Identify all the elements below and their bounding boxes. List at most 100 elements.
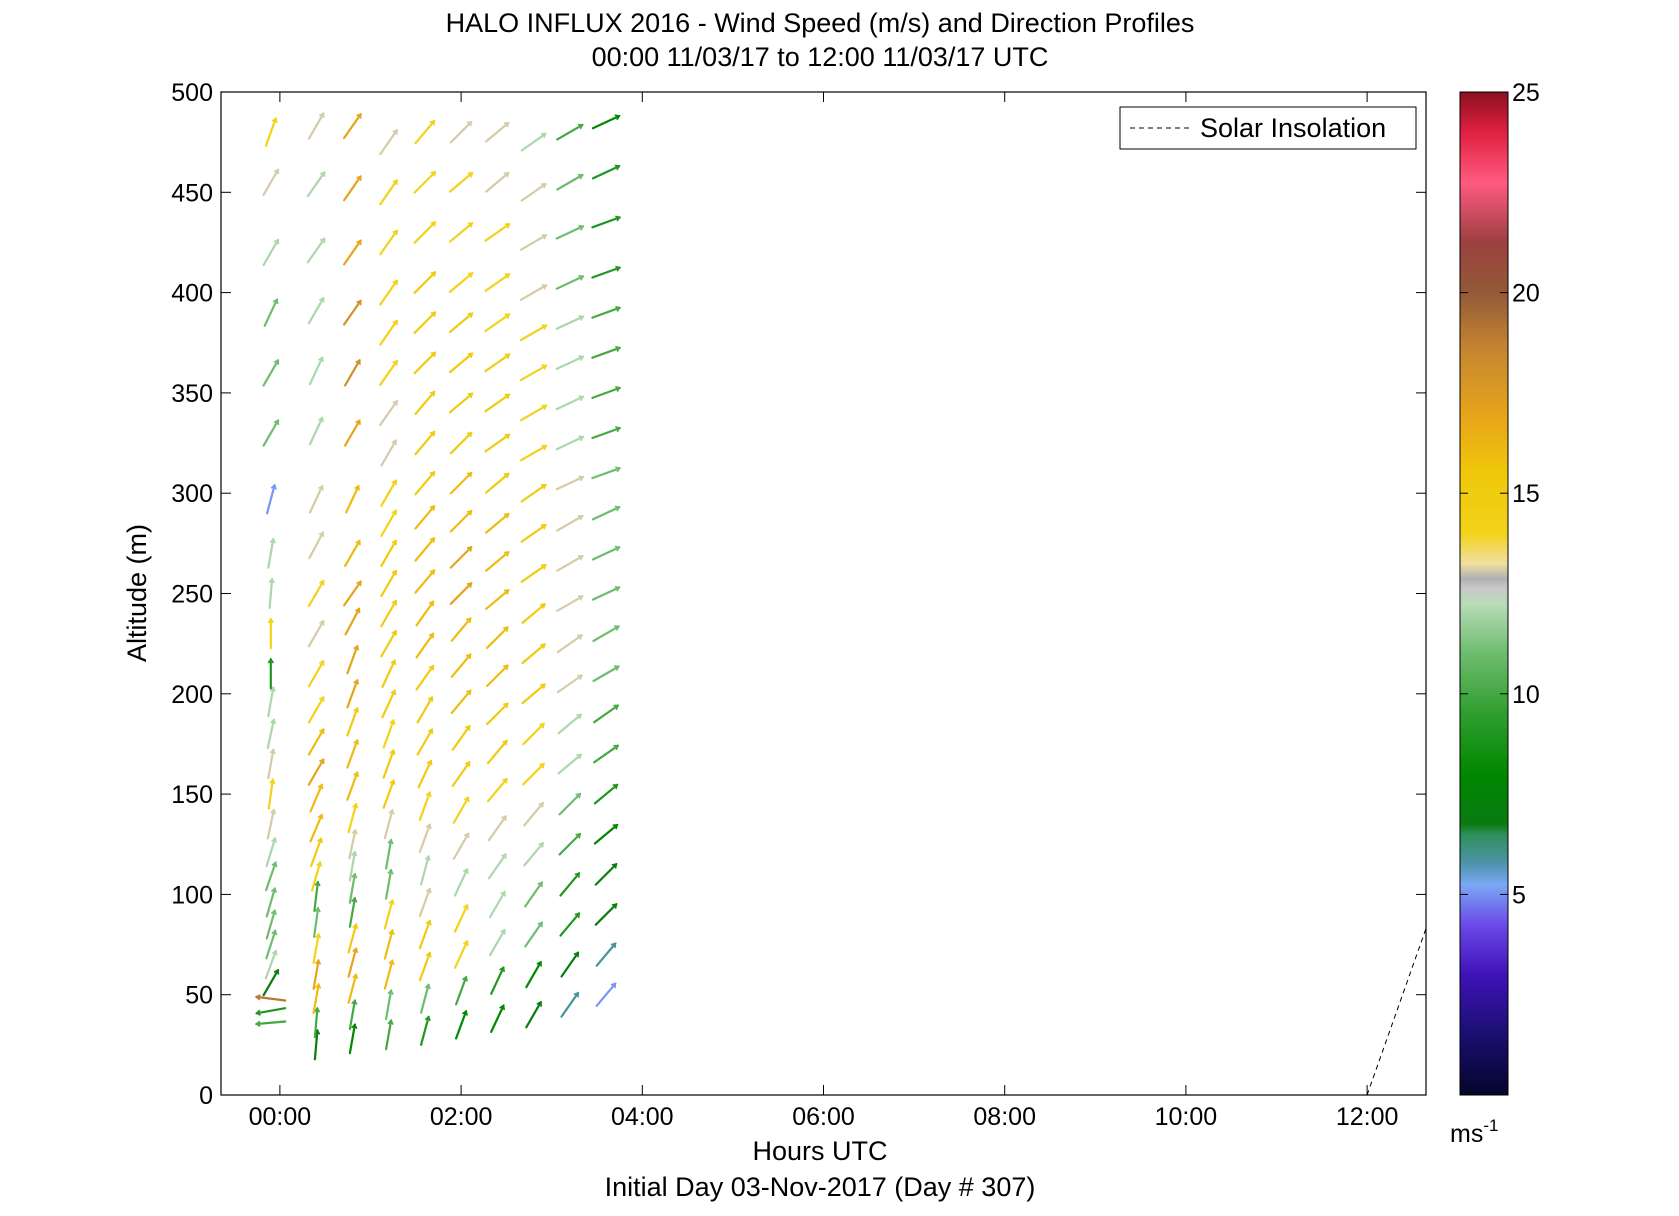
wind-arrow-head: [612, 824, 619, 830]
wind-arrow-head: [267, 657, 275, 664]
wind-arrow-shaft: [418, 887, 431, 918]
wind-arrow: [450, 617, 472, 642]
wind-arrow-shaft: [524, 921, 544, 948]
x-tick-label: 10:00: [1155, 1103, 1218, 1131]
wind-arrow-head: [255, 1009, 261, 1016]
wind-arrow-shaft: [343, 299, 362, 326]
wind-arrow-head: [353, 644, 360, 651]
wind-arrow-head: [353, 678, 360, 685]
wind-arrow: [420, 983, 431, 1014]
wind-arrow-shaft: [307, 619, 325, 648]
wind-arrow: [382, 718, 396, 749]
wind-arrow-head: [465, 689, 472, 696]
wind-arrow-head: [466, 120, 473, 127]
wind-arrow-head: [354, 484, 360, 491]
wind-arrow-head: [267, 617, 275, 624]
wind-arrow: [380, 629, 397, 658]
wind-arrow-head: [614, 585, 621, 592]
wind-arrow: [346, 706, 360, 737]
wind-arrow-shaft: [416, 696, 434, 724]
wind-arrow-shaft: [595, 942, 617, 967]
y-tick-label: 0: [199, 1082, 213, 1110]
wind-arrow-head: [539, 762, 545, 769]
wind-arrow: [344, 419, 361, 447]
wind-arrow: [484, 393, 511, 413]
wind-arrow: [383, 959, 395, 990]
wind-arrow: [267, 778, 276, 810]
wind-arrow-shaft: [556, 514, 584, 532]
wind-arrow-head: [611, 863, 618, 869]
wind-arrow: [520, 523, 547, 543]
wind-arrow: [380, 479, 397, 507]
wind-arrow-head: [353, 771, 360, 777]
wind-arrow-shaft: [449, 431, 473, 455]
wind-arrow-shaft: [347, 803, 358, 834]
wind-arrow-shaft: [262, 168, 280, 196]
wind-arrow: [254, 1020, 287, 1027]
wind-arrow-shaft: [307, 579, 325, 608]
wind-arrow-head: [541, 364, 548, 370]
wind-arrow: [306, 171, 326, 198]
wind-arrow-shaft: [346, 739, 359, 769]
wind-arrow-head: [272, 298, 279, 305]
wind-arrow-head: [316, 861, 323, 867]
wind-arrow: [415, 664, 435, 691]
wind-arrow: [310, 837, 323, 868]
wind-arrow: [345, 484, 360, 514]
wind-arrow-shaft: [485, 550, 510, 572]
wind-arrow: [448, 312, 474, 334]
wind-arrow: [519, 364, 548, 382]
wind-arrow-shaft: [453, 868, 469, 897]
wind-arrow: [556, 555, 584, 572]
wind-arrow-head: [467, 272, 474, 278]
wind-arrow-shaft: [413, 221, 437, 244]
wind-arrow: [414, 390, 436, 416]
wind-arrow: [449, 509, 473, 533]
wind-arrow: [448, 352, 474, 374]
wind-arrow-shaft: [448, 171, 474, 193]
wind-arrow-head: [504, 223, 511, 229]
wind-arrow: [414, 119, 436, 145]
wind-arrow: [448, 171, 474, 193]
wind-arrow: [595, 942, 617, 967]
wind-arrow: [382, 749, 396, 779]
wind-arrow-shaft: [263, 298, 279, 327]
wind-arrow-shaft: [265, 837, 277, 868]
wind-arrow-shaft: [418, 951, 431, 982]
wind-arrow-shaft: [348, 872, 356, 904]
wind-arrow: [453, 867, 469, 897]
wind-arrow: [262, 419, 280, 447]
wind-arrow-shaft: [593, 704, 620, 724]
wind-arrow-head: [314, 880, 321, 887]
x-tick-label: 12:00: [1336, 1103, 1399, 1131]
wind-arrow-shaft: [490, 966, 505, 995]
wind-arrow-shaft: [383, 899, 394, 930]
wind-arrow-head: [577, 634, 583, 640]
wind-arrow-shaft: [344, 359, 361, 387]
wind-arrow-head: [269, 537, 276, 544]
y-tick-label: 100: [171, 881, 213, 909]
wind-arrow-head: [392, 359, 398, 366]
wind-arrow-head: [273, 168, 280, 175]
wind-arrow-head: [467, 392, 474, 399]
wind-arrow: [254, 994, 287, 1002]
wind-arrow-head: [499, 966, 505, 973]
wind-arrow-shaft: [267, 778, 274, 810]
wind-arrow: [591, 466, 622, 480]
wind-arrow-head: [387, 838, 394, 845]
wind-arrow-shaft: [420, 1015, 430, 1046]
wind-arrow-shaft: [485, 512, 510, 534]
wind-arrow-head: [578, 224, 585, 231]
wind-arrow-shaft: [267, 748, 275, 780]
wind-arrow-shaft: [308, 531, 324, 560]
x-axis-sublabel: Initial Day 03-Nov-2017 (Day # 307): [605, 1172, 1036, 1202]
wind-arrow-head: [387, 868, 394, 875]
wind-arrow-shaft: [594, 862, 618, 886]
wind-arrow-head: [500, 928, 506, 935]
wind-arrow-head: [429, 471, 436, 477]
wind-arrow-shaft: [348, 850, 356, 882]
wind-arrow-shaft: [267, 537, 275, 569]
wind-arrow: [266, 808, 277, 840]
wind-arrow-head: [389, 779, 396, 785]
wind-arrow: [560, 991, 580, 1018]
